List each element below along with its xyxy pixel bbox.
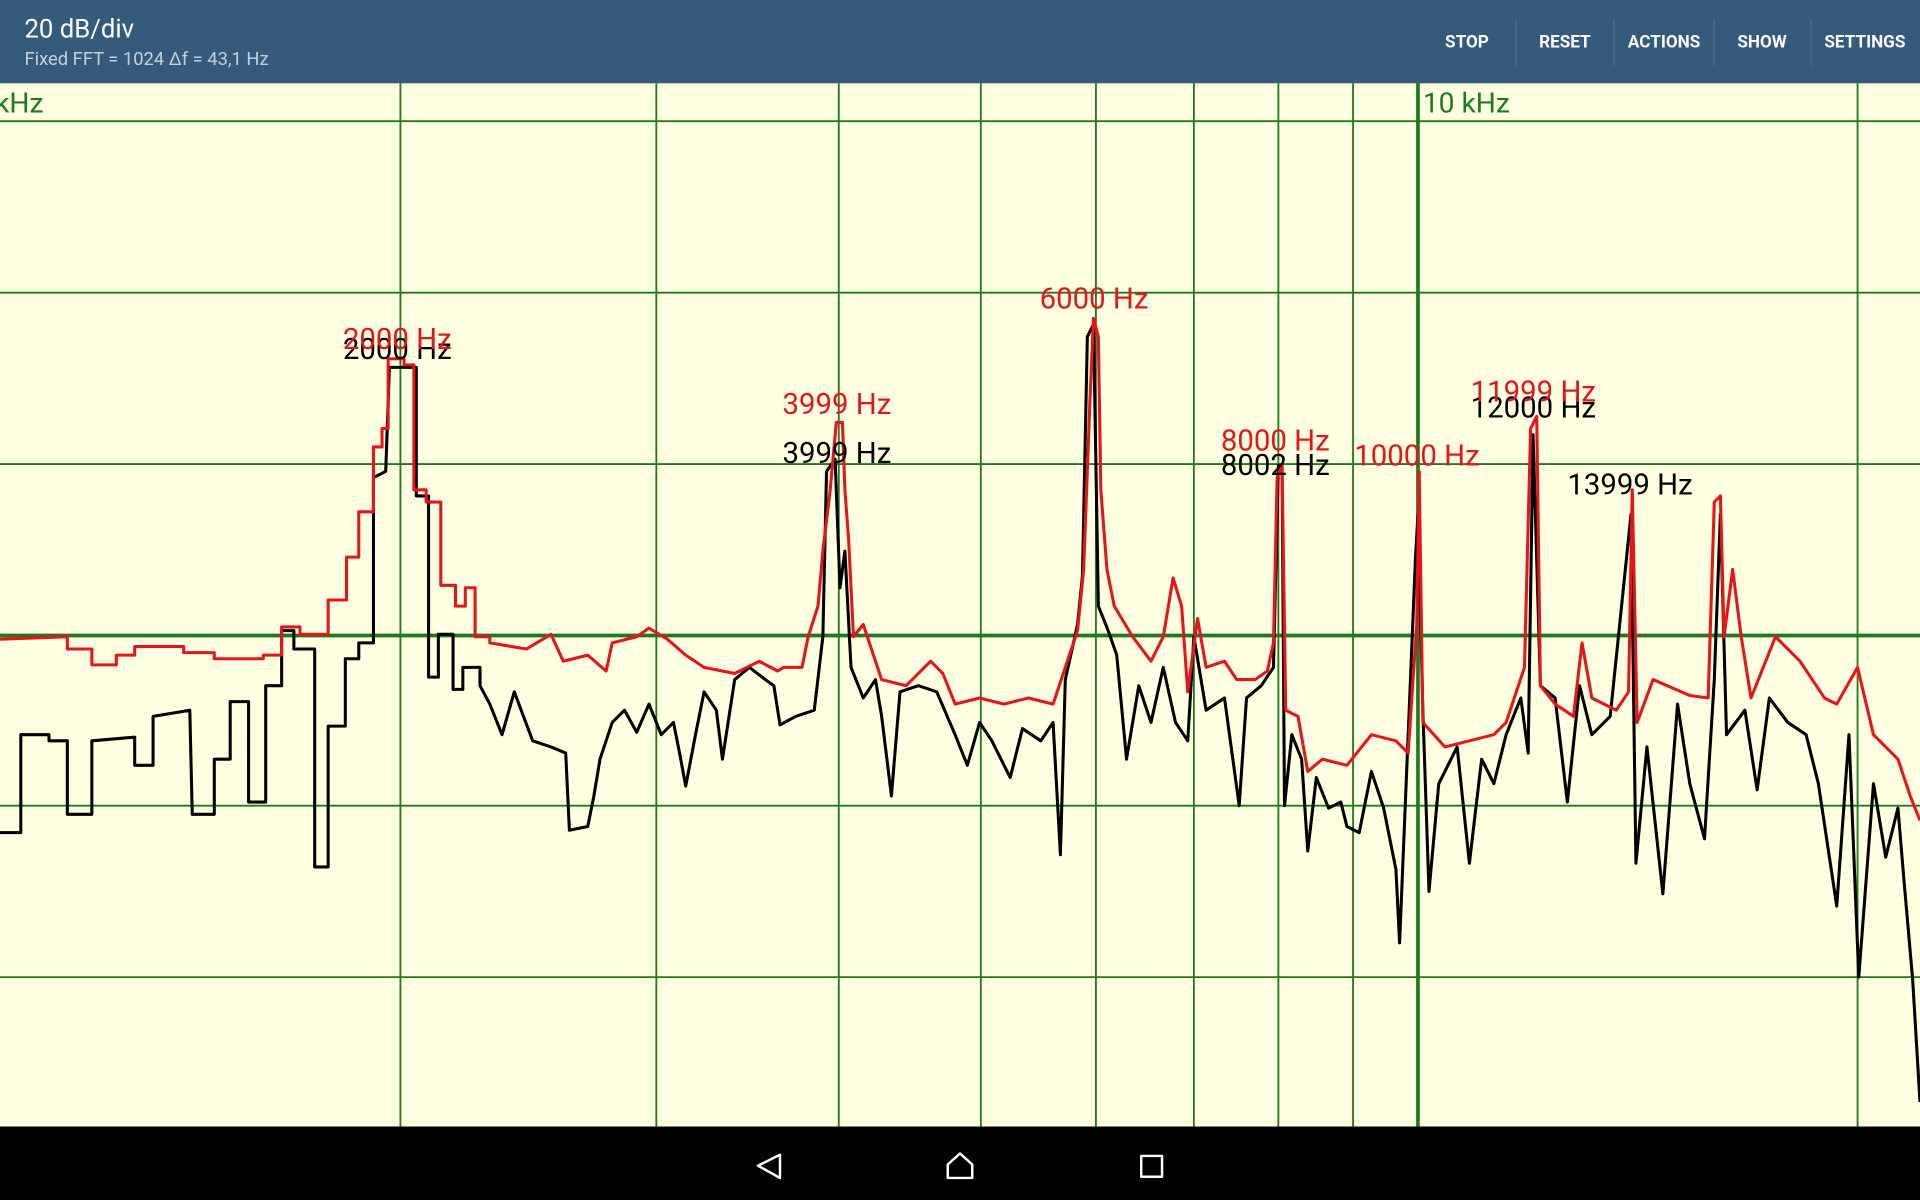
- peak-label: 12000 Hz: [1471, 392, 1596, 426]
- peak-label: 13999 Hz: [1567, 469, 1692, 503]
- black-peak-labels: 2000 Hz 3999 Hz 8002 Hz 12000 Hz 13999 H…: [343, 333, 1693, 503]
- peak-label: 3999 Hz: [782, 388, 891, 422]
- peak-label: 3999 Hz: [782, 437, 891, 471]
- toolbar-separators: [1515, 19, 1812, 67]
- nav-home[interactable]: [946, 1152, 974, 1180]
- red-peak-labels: 2000 Hz 3999 Hz 6000 Hz 8000 Hz 10000 Hz…: [343, 283, 1596, 474]
- axis-label: 10 kHz: [1423, 87, 1510, 120]
- grid: [0, 83, 1920, 1127]
- peak-label: 8000 Hz: [1221, 425, 1330, 459]
- red-trace: [0, 316, 1920, 821]
- nav-back[interactable]: [756, 1153, 782, 1180]
- nav-bar: [0, 1126, 1920, 1200]
- toolbar-button[interactable]: STOP: [1445, 32, 1489, 52]
- toolbar-button[interactable]: ACTIONS: [1628, 32, 1700, 52]
- toolbar-button[interactable]: SHOW: [1737, 32, 1786, 52]
- plot-area: [0, 83, 1920, 1127]
- peak-label: 6000 Hz: [1040, 283, 1149, 317]
- peak-label: 10000 Hz: [1354, 439, 1479, 473]
- toolbar-button[interactable]: SETTINGS: [1824, 32, 1905, 52]
- toolbar: STOP RESET ACTIONS SHOW SETTINGS: [1445, 19, 1905, 67]
- header-title: 20 dB/div: [24, 14, 134, 44]
- toolbar-button[interactable]: RESET: [1539, 32, 1591, 52]
- peak-label: 11999 Hz: [1471, 376, 1596, 410]
- peak-label: 8002 Hz: [1221, 449, 1330, 483]
- header-subtitle: Fixed FFT = 1024 Δf = 43,1 Hz: [24, 49, 268, 70]
- axis-label: kHz: [0, 87, 43, 120]
- nav-recents[interactable]: [1140, 1154, 1164, 1178]
- peak-label: 2000 Hz: [343, 333, 452, 367]
- peak-label: 2000 Hz: [343, 323, 452, 357]
- header-bar: [0, 0, 1920, 84]
